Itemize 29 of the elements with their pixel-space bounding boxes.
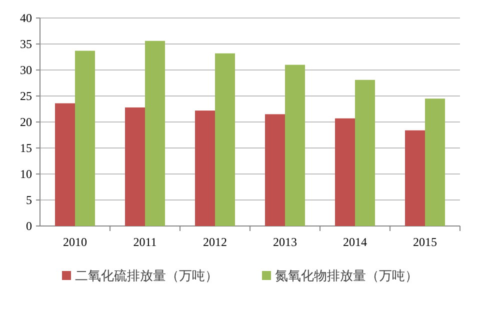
bar <box>55 103 75 226</box>
y-tick-label: 40 <box>20 11 32 25</box>
y-tick-label: 30 <box>20 63 32 77</box>
bar <box>355 80 375 226</box>
x-tick-label: 2011 <box>133 235 157 249</box>
bar <box>265 114 285 226</box>
y-tick-label: 0 <box>26 219 32 233</box>
bar <box>125 107 145 226</box>
x-tick-label: 2010 <box>63 235 87 249</box>
bar <box>215 53 235 226</box>
y-tick-label: 35 <box>20 37 32 51</box>
bar <box>195 110 215 226</box>
legend-label: 氮氧化物排放量（万吨） <box>275 269 418 284</box>
legend-label: 二氧化硫排放量（万吨） <box>75 269 218 284</box>
bar <box>335 118 355 226</box>
bar <box>75 50 95 226</box>
x-tick-label: 2013 <box>273 235 297 249</box>
bar <box>285 64 305 226</box>
x-tick-label: 2012 <box>203 235 227 249</box>
x-tick-label: 2015 <box>413 235 437 249</box>
x-tick-label: 2014 <box>343 235 367 249</box>
y-tick-label: 5 <box>26 193 32 207</box>
bar <box>425 98 445 226</box>
y-tick-label: 10 <box>20 167 32 181</box>
bar <box>405 130 425 226</box>
y-tick-label: 15 <box>20 141 32 155</box>
y-tick-label: 25 <box>20 89 32 103</box>
y-tick-label: 20 <box>20 115 32 129</box>
bar <box>145 40 165 226</box>
